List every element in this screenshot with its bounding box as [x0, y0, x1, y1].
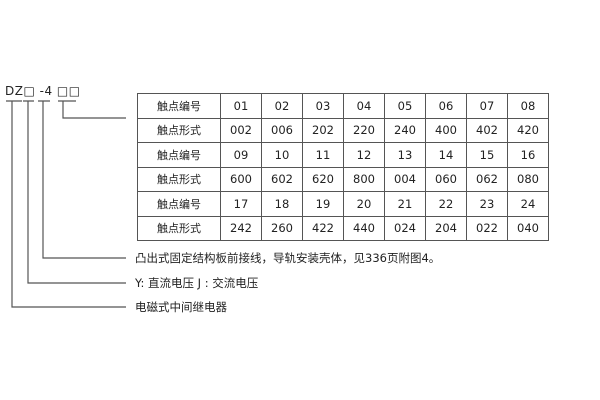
table-cell: 204 [425, 215, 467, 241]
table-cell: 400 [425, 117, 467, 143]
table-cell: 080 [507, 166, 549, 192]
table-row: 触点编号 17 18 19 20 21 22 23 24 [137, 191, 549, 217]
table-cell: 240 [384, 117, 426, 143]
table-cell: 602 [261, 166, 303, 192]
table-cell: 10 [261, 142, 303, 168]
structure-label: 凸出式固定结构板前接线，导轨安装壳体，见336页附图4。 [135, 251, 441, 265]
table-row: 触点编号 09 10 11 12 13 14 15 16 [137, 142, 549, 168]
model-code: DZ□ -4 □□ [5, 84, 81, 98]
table-cell: 17 [220, 191, 262, 217]
row-header: 触点编号 [137, 142, 221, 168]
table-row: 触点形式 002 006 202 220 240 400 402 420 [137, 117, 549, 143]
table-cell: 14 [425, 142, 467, 168]
table-cell: 01 [220, 93, 262, 119]
contact-table: 触点编号 01 02 03 04 05 06 07 08 触点形式 002 006 202 220 240 4… [137, 93, 549, 241]
table-cell: 06 [425, 93, 467, 119]
table-cell: 422 [302, 215, 344, 241]
table-cell: 202 [302, 117, 344, 143]
type-label: 电磁式中间继电器 [135, 300, 227, 314]
table-cell: 402 [466, 117, 508, 143]
table-cell: 024 [384, 215, 426, 241]
table-cell: 260 [261, 215, 303, 241]
table-cell: 600 [220, 166, 262, 192]
table-cell: 022 [466, 215, 508, 241]
table-cell: 440 [343, 215, 385, 241]
table-cell: 24 [507, 191, 549, 217]
table-cell: 18 [261, 191, 303, 217]
table-cell: 420 [507, 117, 549, 143]
table-cell: 13 [384, 142, 426, 168]
table-cell: 22 [425, 191, 467, 217]
table-cell: 21 [384, 191, 426, 217]
row-header: 触点形式 [137, 166, 221, 192]
table-cell: 040 [507, 215, 549, 241]
table-row: 触点形式 242 260 422 440 024 204 022 040 [137, 215, 549, 241]
voltage-label: Y: 直流电压 J : 交流电压 [135, 276, 259, 290]
table-cell: 09 [220, 142, 262, 168]
row-header: 触点形式 [137, 215, 221, 241]
table-cell: 242 [220, 215, 262, 241]
table-cell: 620 [302, 166, 344, 192]
table-cell: 11 [302, 142, 344, 168]
table-cell: 23 [466, 191, 508, 217]
table-cell: 08 [507, 93, 549, 119]
table-cell: 060 [425, 166, 467, 192]
table-cell: 19 [302, 191, 344, 217]
table-cell: 20 [343, 191, 385, 217]
table-cell: 004 [384, 166, 426, 192]
table-cell: 03 [302, 93, 344, 119]
table-row: 触点形式 600 602 620 800 004 060 062 080 [137, 166, 549, 192]
table-cell: 12 [343, 142, 385, 168]
row-header: 触点编号 [137, 93, 221, 119]
table-cell: 07 [466, 93, 508, 119]
table-cell: 02 [261, 93, 303, 119]
table-cell: 16 [507, 142, 549, 168]
table-cell: 220 [343, 117, 385, 143]
table-cell: 800 [343, 166, 385, 192]
table-cell: 002 [220, 117, 262, 143]
row-header: 触点形式 [137, 117, 221, 143]
table-cell: 062 [466, 166, 508, 192]
table-cell: 15 [466, 142, 508, 168]
table-cell: 05 [384, 93, 426, 119]
table-cell: 006 [261, 117, 303, 143]
table-row: 触点编号 01 02 03 04 05 06 07 08 [137, 93, 549, 119]
row-header: 触点编号 [137, 191, 221, 217]
table-cell: 04 [343, 93, 385, 119]
